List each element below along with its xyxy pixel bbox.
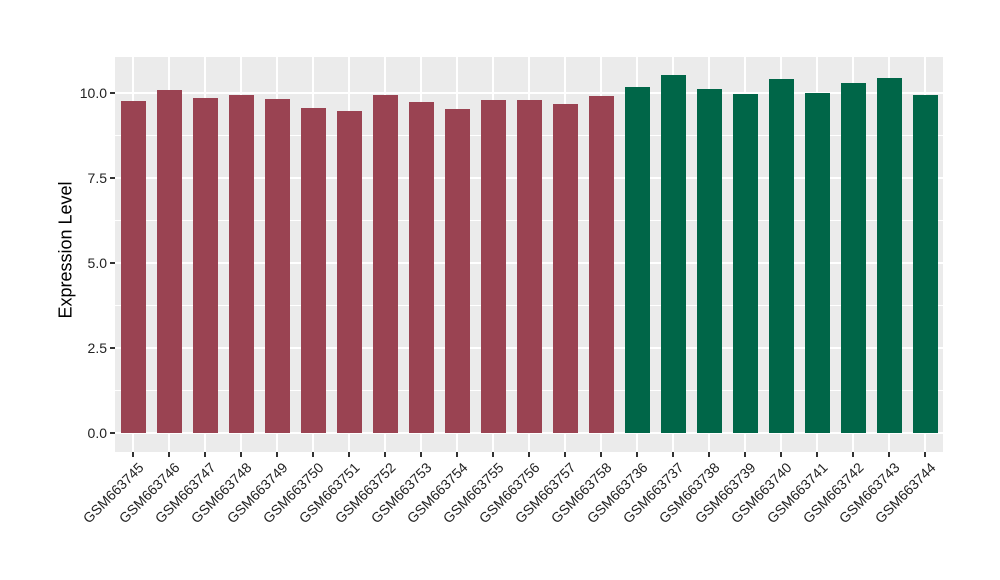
- y-tick-mark: [110, 92, 115, 94]
- y-tick-label: 7.5: [87, 170, 107, 186]
- y-tick-mark: [110, 262, 115, 264]
- bar: [300, 107, 326, 433]
- bar: [768, 79, 794, 433]
- x-tick-mark: [780, 452, 782, 457]
- bar: [480, 100, 506, 433]
- x-tick-mark: [528, 452, 530, 457]
- bar: [876, 78, 902, 433]
- bar: [552, 103, 578, 433]
- x-tick-mark: [492, 452, 494, 457]
- y-axis-title: Expression Level: [55, 181, 76, 319]
- y-tick-mark: [110, 177, 115, 179]
- bar: [804, 92, 830, 433]
- x-tick-mark: [384, 452, 386, 457]
- x-tick-mark: [456, 452, 458, 457]
- bar: [912, 95, 938, 433]
- bar: [516, 100, 542, 433]
- bar: [696, 89, 722, 433]
- bar: [408, 101, 434, 433]
- bar: [588, 96, 614, 433]
- bar: [264, 99, 290, 433]
- bar: [192, 98, 218, 433]
- x-tick-mark: [312, 452, 314, 457]
- bar: [660, 74, 686, 433]
- bar: [444, 108, 470, 433]
- bar: [336, 111, 362, 433]
- y-tick-label: 5.0: [87, 255, 107, 271]
- x-tick-mark: [276, 452, 278, 457]
- bar: [372, 94, 398, 433]
- y-tick-label: 10.0: [79, 85, 107, 101]
- y-tick-label: 0.0: [87, 425, 107, 441]
- bar: [156, 89, 182, 433]
- x-tick-mark: [852, 452, 854, 457]
- bar: [840, 83, 866, 433]
- x-tick-mark: [564, 452, 566, 457]
- x-tick-mark: [708, 452, 710, 457]
- bar: [732, 93, 758, 433]
- x-tick-mark: [816, 452, 818, 457]
- y-tick-mark: [110, 432, 115, 434]
- x-tick-mark: [132, 452, 134, 457]
- x-tick-mark: [348, 452, 350, 457]
- plot-panel: [115, 57, 943, 452]
- y-tick-mark: [110, 347, 115, 349]
- x-tick-mark: [744, 452, 746, 457]
- x-tick-mark: [888, 452, 890, 457]
- x-tick-mark: [420, 452, 422, 457]
- x-tick-mark: [240, 452, 242, 457]
- bar: [228, 95, 254, 433]
- x-tick-mark: [204, 452, 206, 457]
- x-tick-mark: [636, 452, 638, 457]
- x-tick-mark: [924, 452, 926, 457]
- bar: [624, 86, 650, 433]
- x-tick-mark: [168, 452, 170, 457]
- x-tick-mark: [600, 452, 602, 457]
- y-tick-label: 2.5: [87, 340, 107, 356]
- bar: [120, 100, 146, 433]
- x-tick-mark: [672, 452, 674, 457]
